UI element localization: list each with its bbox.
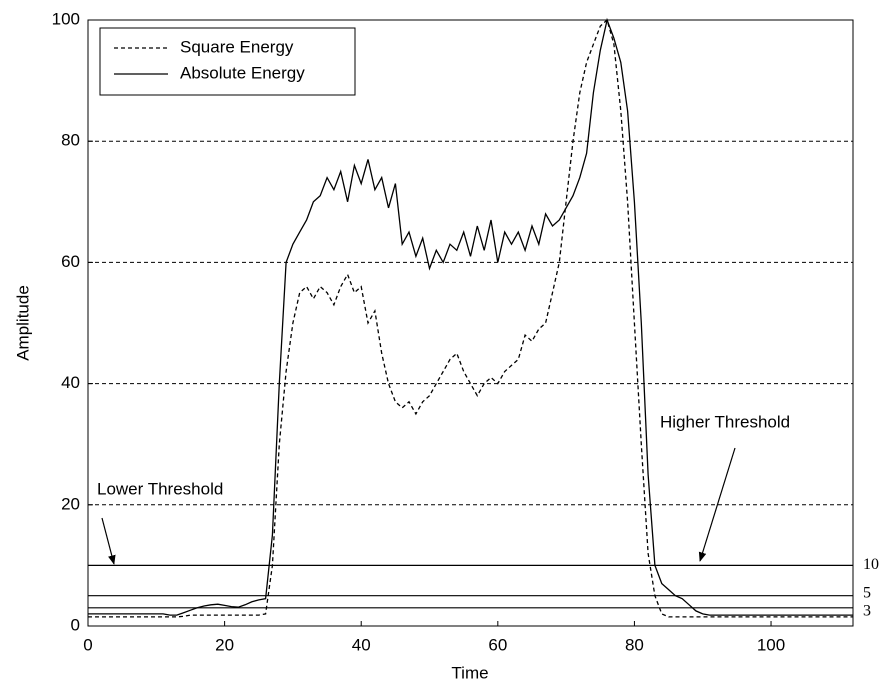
- x-axis-label: Time: [451, 663, 488, 682]
- y-tick-label: 60: [61, 252, 80, 271]
- threshold-label: 10: [863, 556, 879, 573]
- legend-label: Square Energy: [180, 37, 294, 56]
- series-line: [88, 18, 853, 618]
- x-tick-label: 0: [83, 635, 92, 654]
- y-tick-label: 20: [61, 494, 80, 513]
- plot-frame: [87, 19, 854, 627]
- y-tick-label: 100: [52, 9, 80, 28]
- threshold-label: 3: [863, 602, 871, 619]
- y-tick-label: 0: [71, 615, 80, 634]
- y-axis-label: Amplitude: [13, 285, 32, 361]
- annotation: Lower Threshold: [97, 479, 223, 498]
- x-tick-label: 40: [352, 635, 371, 654]
- y-tick-label: 80: [61, 131, 80, 150]
- arrow: [101, 517, 116, 565]
- series-line: [88, 17, 853, 616]
- legend-label: Absolute Energy: [180, 63, 305, 82]
- x-tick-label: 60: [488, 635, 507, 654]
- legend-box: [99, 27, 356, 96]
- annotation: Higher Threshold: [660, 412, 790, 431]
- x-tick-label: 100: [757, 635, 785, 654]
- x-tick-label: 20: [215, 635, 234, 654]
- arrow: [698, 447, 736, 562]
- x-tick-label: 80: [625, 635, 644, 654]
- threshold-label: 5: [863, 584, 871, 601]
- y-tick-label: 40: [61, 373, 80, 392]
